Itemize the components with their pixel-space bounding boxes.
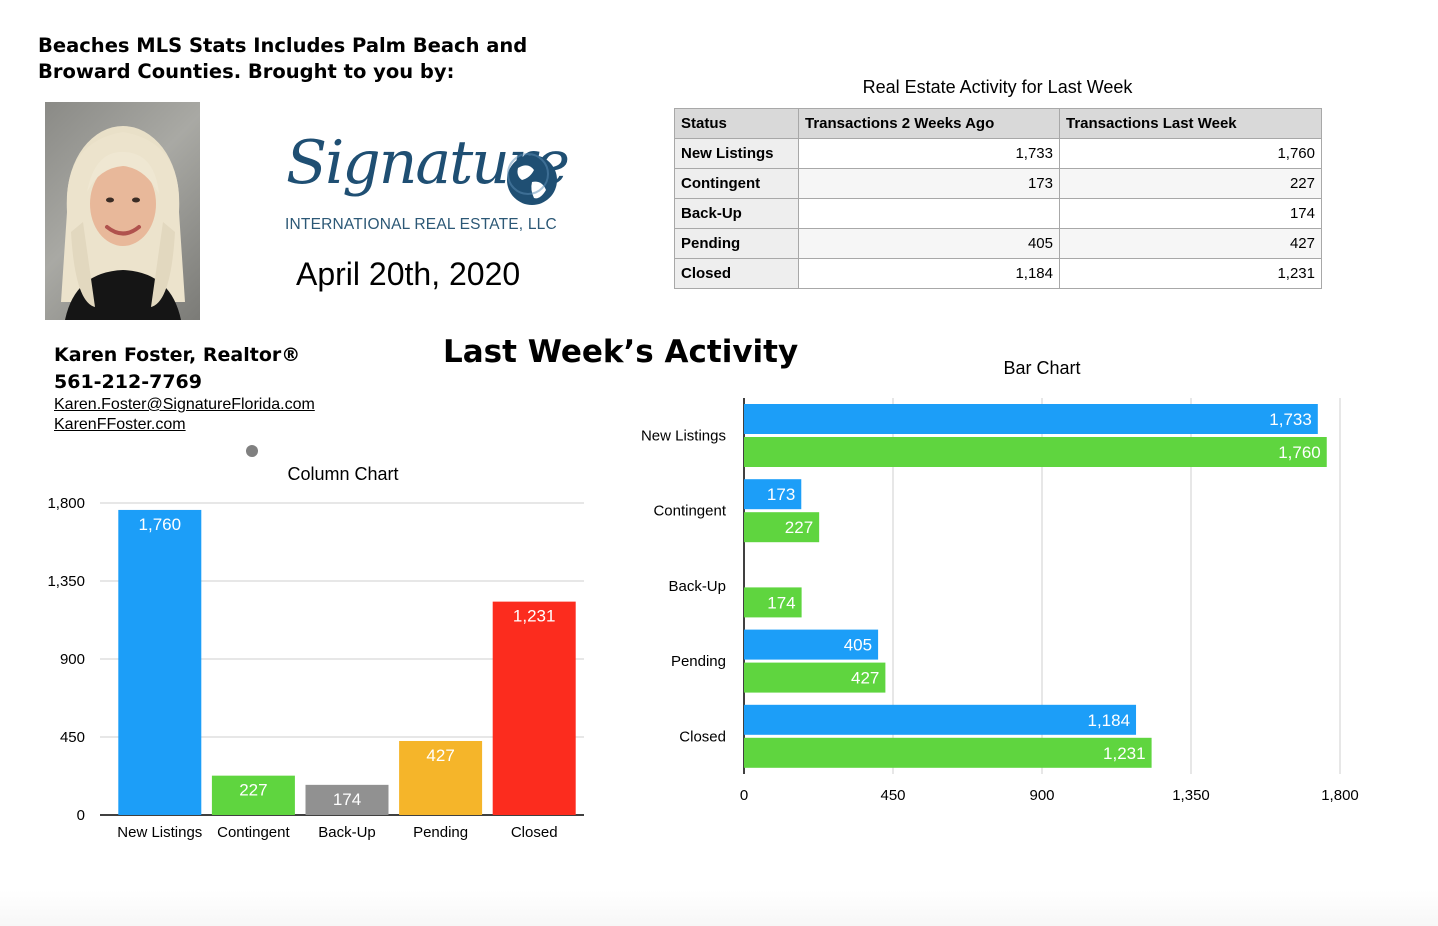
company-logo: Signature INTERNATIONAL REAL ESTATE, LLC	[284, 128, 570, 238]
data-label: 1,760	[139, 515, 182, 534]
table-row: New Listings 1,733 1,760	[674, 138, 1322, 169]
table-row: Closed 1,184 1,231	[674, 258, 1322, 289]
column-bar	[118, 509, 202, 815]
row-last-week: 227	[1059, 168, 1322, 199]
chart-title: Bar Chart	[1003, 358, 1080, 378]
data-label: 1,733	[1269, 410, 1312, 429]
y-tick-label: Closed	[679, 728, 726, 745]
page-header: Beaches MLS Stats Includes Palm Beach an…	[38, 33, 558, 85]
data-label: 1,184	[1087, 711, 1130, 730]
row-last-week: 174	[1059, 198, 1322, 229]
row-two-weeks-ago: 1,184	[798, 258, 1060, 289]
data-label: 1,760	[1278, 443, 1321, 462]
agent-name: Karen Foster, Realtor®	[54, 344, 301, 366]
column-chart: Column Chart 0 450 900 1,350 1,800 1,760 New Li…	[47, 464, 584, 841]
table-row: Contingent 173 227	[674, 168, 1322, 199]
logo-subtitle: INTERNATIONAL REAL ESTATE, LLC	[285, 216, 557, 233]
data-label: 174	[333, 790, 361, 809]
header-line-2: Broward Counties. Brought to you by:	[38, 60, 455, 83]
x-tick-label: 0	[740, 787, 748, 804]
row-status: Back-Up	[674, 198, 799, 229]
header-two-weeks-ago: Transactions 2 Weeks Ago	[798, 108, 1060, 139]
row-status: New Listings	[674, 138, 799, 169]
y-tick-label: 1,800	[47, 495, 85, 512]
agent-phone: 561-212-7769	[54, 371, 202, 393]
bar	[744, 437, 1327, 467]
y-tick-label: Contingent	[653, 503, 726, 520]
agent-photo	[45, 102, 200, 320]
bullet-dot	[246, 445, 258, 457]
globe-icon	[507, 153, 557, 205]
row-two-weeks-ago: 173	[798, 168, 1060, 199]
x-tick-label: 1,800	[1321, 787, 1359, 804]
y-tick-label: 1,350	[47, 573, 85, 590]
x-tick-label: Contingent	[217, 824, 290, 841]
bar	[744, 512, 820, 543]
x-tick-label: Back-Up	[318, 824, 376, 841]
data-label: 227	[785, 518, 813, 537]
bar	[744, 479, 802, 510]
row-status: Contingent	[674, 168, 799, 199]
agent-email-link[interactable]: Karen.Foster@SignatureFlorida.com	[54, 396, 315, 413]
x-tick-label: 1,350	[1172, 787, 1210, 804]
bar	[744, 704, 1137, 735]
x-tick-label: Closed	[511, 824, 558, 841]
data-label: 1,231	[1103, 744, 1146, 763]
x-tick-label: 450	[880, 787, 905, 804]
table-title: Real Estate Activity for Last Week	[862, 77, 1133, 97]
agent-website-link[interactable]: KarenFFoster.com	[54, 416, 186, 433]
header-last-week: Transactions Last Week	[1059, 108, 1322, 139]
data-label: 173	[767, 485, 795, 504]
row-two-weeks-ago	[798, 198, 1060, 229]
row-last-week: 1,760	[1059, 138, 1322, 169]
data-label: 227	[239, 781, 267, 800]
page-footer-band	[0, 890, 1438, 926]
bar-chart: Bar Chart 0 450 900 1,350 1,800 New Listings 1,…	[641, 358, 1359, 804]
x-tick-label: New Listings	[117, 824, 202, 841]
header-line-1: Beaches MLS Stats Includes Palm Beach an…	[38, 34, 528, 57]
column-bar	[492, 601, 576, 815]
row-two-weeks-ago: 405	[798, 228, 1060, 259]
y-tick-label: New Listings	[641, 428, 726, 445]
bar	[744, 629, 879, 660]
report-date: April 20th, 2020	[296, 256, 521, 292]
y-tick-label: 900	[60, 651, 85, 668]
y-tick-label: 0	[77, 807, 85, 824]
data-label: 174	[767, 593, 795, 612]
data-label: 427	[851, 669, 879, 688]
chart-title: Column Chart	[287, 464, 398, 484]
row-status: Closed	[674, 258, 799, 289]
table-row: Back-Up 174	[674, 198, 1322, 229]
column-bar	[305, 784, 389, 815]
activity-table: Status Transactions 2 Weeks Ago Transact…	[674, 108, 1322, 289]
agent-contact: Karen Foster, Realtor® 561-212-7769 Kare…	[54, 342, 374, 435]
y-tick-label: 450	[60, 729, 85, 746]
table-header-row: Status Transactions 2 Weeks Ago Transact…	[674, 108, 1322, 139]
header-status: Status	[674, 108, 799, 139]
x-tick-label: 900	[1029, 787, 1054, 804]
row-last-week: 1,231	[1059, 258, 1322, 289]
table-row: Pending 405 427	[674, 228, 1322, 259]
row-last-week: 427	[1059, 228, 1322, 259]
bar	[744, 662, 886, 693]
bar	[744, 737, 1152, 768]
data-label: 405	[844, 636, 872, 655]
data-label: 427	[426, 746, 454, 765]
column-bar	[399, 740, 483, 815]
agent-portrait-image	[61, 126, 185, 320]
x-tick-label: Pending	[413, 824, 468, 841]
row-two-weeks-ago: 1,733	[798, 138, 1060, 169]
column-bar	[211, 775, 295, 815]
row-status: Pending	[674, 228, 799, 259]
main-title: Last Week’s Activity	[443, 334, 799, 370]
y-tick-label: Pending	[671, 653, 726, 670]
bar	[744, 404, 1318, 434]
data-label: 1,231	[513, 607, 556, 626]
bar	[744, 587, 802, 618]
y-tick-label: Back-Up	[668, 578, 726, 595]
